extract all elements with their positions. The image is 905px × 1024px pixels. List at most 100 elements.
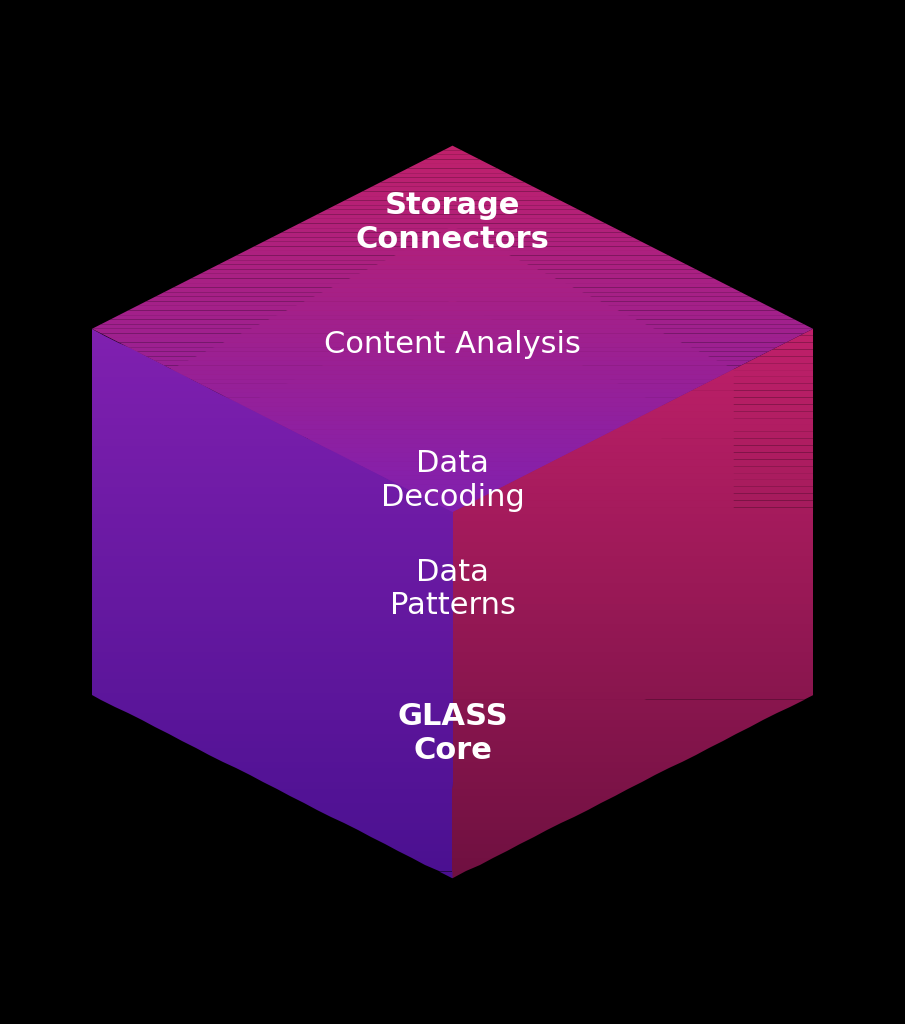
- Polygon shape: [712, 375, 734, 380]
- Polygon shape: [171, 637, 452, 642]
- Polygon shape: [319, 444, 586, 447]
- Polygon shape: [452, 858, 493, 864]
- Polygon shape: [171, 551, 452, 557]
- Polygon shape: [452, 589, 734, 594]
- Polygon shape: [243, 462, 361, 466]
- Polygon shape: [234, 401, 671, 404]
- Polygon shape: [309, 546, 452, 549]
- Polygon shape: [355, 463, 550, 464]
- Polygon shape: [309, 551, 452, 554]
- Polygon shape: [452, 692, 515, 696]
- Polygon shape: [92, 631, 452, 638]
- Polygon shape: [452, 793, 463, 798]
- Polygon shape: [452, 621, 734, 627]
- Polygon shape: [92, 638, 452, 645]
- Polygon shape: [452, 562, 512, 564]
- Polygon shape: [273, 707, 452, 712]
- Polygon shape: [402, 567, 452, 568]
- Polygon shape: [243, 529, 452, 534]
- Polygon shape: [529, 466, 813, 473]
- Polygon shape: [452, 541, 734, 546]
- Polygon shape: [309, 469, 373, 472]
- Polygon shape: [309, 461, 357, 464]
- Polygon shape: [516, 477, 596, 480]
- Polygon shape: [155, 292, 750, 297]
- Polygon shape: [452, 565, 596, 568]
- Polygon shape: [452, 699, 804, 707]
- Polygon shape: [373, 523, 452, 524]
- Text: GLASS
Core: GLASS Core: [397, 702, 508, 765]
- Polygon shape: [576, 444, 734, 450]
- Polygon shape: [309, 441, 319, 444]
- Polygon shape: [373, 530, 452, 532]
- Polygon shape: [262, 701, 452, 707]
- Polygon shape: [452, 590, 587, 593]
- Polygon shape: [309, 502, 438, 505]
- Polygon shape: [452, 582, 596, 585]
- Polygon shape: [543, 464, 596, 466]
- Polygon shape: [373, 482, 397, 483]
- Polygon shape: [291, 223, 614, 228]
- Polygon shape: [296, 377, 609, 379]
- Polygon shape: [452, 655, 458, 658]
- Polygon shape: [306, 437, 599, 440]
- Polygon shape: [452, 543, 532, 544]
- Polygon shape: [309, 453, 341, 456]
- Polygon shape: [373, 532, 452, 534]
- Text: Storage
Connectors: Storage Connectors: [356, 191, 549, 254]
- Polygon shape: [452, 529, 662, 534]
- Polygon shape: [472, 501, 532, 502]
- Polygon shape: [243, 458, 353, 462]
- Polygon shape: [92, 329, 106, 336]
- Polygon shape: [452, 658, 727, 664]
- Polygon shape: [311, 440, 594, 443]
- Polygon shape: [382, 476, 523, 480]
- Polygon shape: [231, 685, 452, 690]
- Polygon shape: [452, 597, 813, 603]
- Polygon shape: [526, 473, 532, 475]
- Polygon shape: [470, 498, 734, 503]
- Polygon shape: [110, 338, 795, 343]
- Polygon shape: [353, 191, 552, 196]
- Polygon shape: [270, 419, 635, 422]
- Polygon shape: [452, 513, 596, 516]
- Polygon shape: [400, 485, 505, 488]
- Polygon shape: [381, 556, 452, 558]
- Polygon shape: [452, 587, 593, 590]
- Polygon shape: [447, 509, 458, 512]
- Polygon shape: [389, 255, 516, 258]
- Polygon shape: [552, 458, 662, 462]
- Polygon shape: [449, 510, 456, 512]
- Polygon shape: [353, 462, 552, 466]
- Polygon shape: [361, 269, 544, 272]
- Polygon shape: [398, 851, 452, 858]
- Polygon shape: [452, 585, 662, 589]
- Polygon shape: [284, 308, 621, 312]
- Polygon shape: [344, 457, 561, 459]
- Polygon shape: [371, 617, 452, 621]
- Polygon shape: [452, 584, 471, 585]
- Polygon shape: [452, 579, 596, 582]
- Polygon shape: [651, 404, 813, 412]
- Polygon shape: [255, 412, 650, 416]
- Polygon shape: [368, 755, 452, 760]
- Polygon shape: [409, 386, 496, 387]
- Polygon shape: [309, 532, 452, 535]
- Polygon shape: [209, 388, 696, 393]
- Polygon shape: [452, 755, 696, 762]
- Polygon shape: [358, 464, 547, 467]
- Polygon shape: [171, 375, 193, 380]
- Polygon shape: [389, 480, 516, 483]
- Polygon shape: [489, 489, 662, 494]
- Polygon shape: [452, 555, 813, 562]
- Polygon shape: [243, 613, 452, 616]
- Polygon shape: [452, 665, 570, 669]
- Polygon shape: [452, 637, 496, 639]
- Polygon shape: [373, 502, 435, 504]
- Polygon shape: [242, 404, 663, 409]
- Polygon shape: [452, 517, 532, 518]
- Polygon shape: [309, 456, 346, 458]
- Polygon shape: [442, 369, 463, 371]
- Polygon shape: [171, 541, 452, 546]
- Polygon shape: [171, 599, 452, 605]
